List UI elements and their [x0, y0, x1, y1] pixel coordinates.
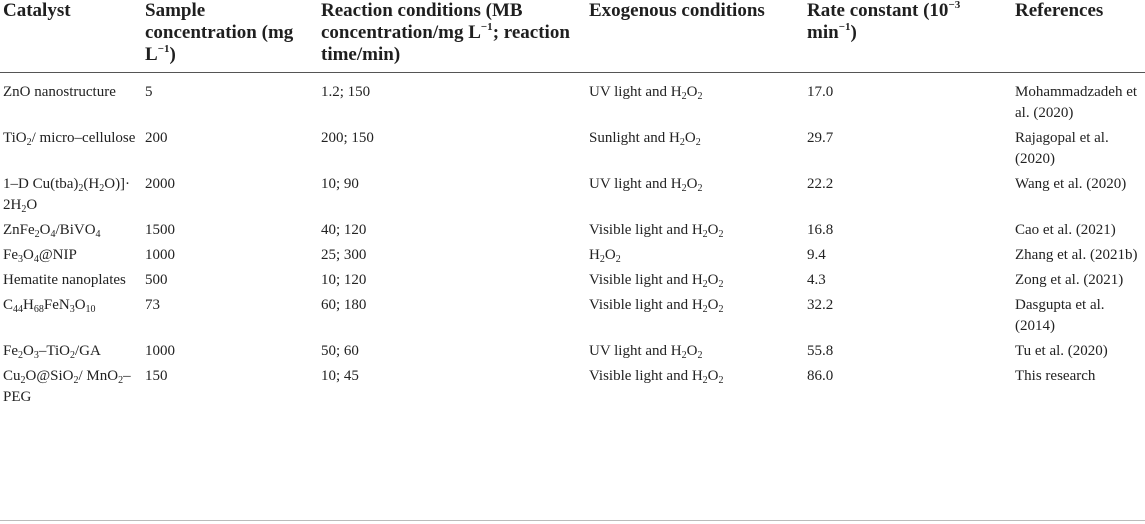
cell-reference: Dasgupta et al. (2014) — [1015, 297, 1105, 334]
cell-exogenous-conditions: Visible light and H2O2 — [589, 222, 724, 240]
cell-reaction-conditions: 40; 120 — [321, 222, 367, 238]
table-row: ZnO nanostructure 5 1.2; 150 UV light and H… — [0, 73, 1145, 129]
header-rate-constant: Rate constant (10−3 min−1) — [807, 0, 961, 43]
cell-exogenous-conditions: Visible light and H2O2 — [589, 272, 724, 290]
table-row: C44H68FeN3O10 73 60; 180 Visible light and … — [0, 295, 1145, 341]
cell-reaction-conditions: 10; 45 — [321, 368, 359, 384]
cell-rate-constant: 32.2 — [807, 297, 834, 313]
cell-sample-concentration: 1000 — [145, 247, 175, 263]
cell-rate-constant: 17.0 — [807, 84, 834, 100]
cell-catalyst: Fe2O3–TiO2/GA — [3, 343, 101, 361]
cell-catalyst: ZnFe2O4/BiVO4 — [3, 222, 101, 240]
cell-reaction-conditions: 10; 120 — [321, 272, 367, 288]
cell-rate-constant: 16.8 — [807, 222, 834, 238]
catalyst-comparison-table: Catalyst Sample concentration (mg L−1) R… — [0, 0, 1145, 412]
cell-reference: Tu et al. (2020) — [1015, 343, 1108, 359]
cell-catalyst: ZnO nanostructure — [3, 84, 116, 100]
cell-exogenous-conditions: Sunlight and H2O2 — [589, 130, 701, 148]
cell-reaction-conditions: 50; 60 — [321, 343, 359, 359]
cell-reaction-conditions: 200; 150 — [321, 130, 374, 146]
cell-catalyst: Hematite nanoplates — [3, 272, 126, 288]
cell-reference: Zhang et al. (2021b) — [1015, 247, 1138, 263]
cell-sample-concentration: 73 — [145, 297, 160, 313]
cell-sample-concentration: 1000 — [145, 343, 175, 359]
cell-rate-constant: 55.8 — [807, 343, 834, 359]
cell-reference: Rajagopal et al. (2020) — [1015, 130, 1109, 167]
cell-exogenous-conditions: H2O2 — [589, 247, 621, 265]
cell-reference: Cao et al. (2021) — [1015, 222, 1116, 238]
table-row: Fe3O4@NIP 1000 25; 300 H2O2 9.4 Zhang et al. … — [0, 245, 1145, 270]
cell-exogenous-conditions: Visible light and H2O2 — [589, 368, 724, 386]
cell-rate-constant: 29.7 — [807, 130, 834, 146]
header-catalyst: Catalyst — [3, 0, 71, 21]
cell-catalyst: Fe3O4@NIP — [3, 247, 77, 265]
cell-exogenous-conditions: Visible light and H2O2 — [589, 297, 724, 315]
table-row: Fe2O3–TiO2/GA 1000 50; 60 UV light and H2O2… — [0, 341, 1145, 366]
table-row: 1–D Cu(tba)2(H2O)]· 2H2O 2000 10; 90 UV lig… — [0, 174, 1145, 220]
cell-sample-concentration: 1500 — [145, 222, 175, 238]
table-row: Cu2O@SiO2/ MnO2–PEG 150 10; 45 Visible ligh… — [0, 366, 1145, 412]
table-bottom-rule — [0, 520, 1145, 521]
table-header-row: Catalyst Sample concentration (mg L−1) R… — [0, 0, 1145, 73]
cell-catalyst: 1–D Cu(tba)2(H2O)]· 2H2O — [3, 176, 131, 215]
cell-catalyst: TiO2/ micro–cellulose — [3, 130, 136, 148]
table-row: TiO2/ micro–cellulose 200 200; 150 Sunlight… — [0, 128, 1145, 174]
cell-sample-concentration: 150 — [145, 368, 168, 384]
cell-sample-concentration: 2000 — [145, 176, 175, 192]
cell-catalyst: C44H68FeN3O10 — [3, 297, 96, 315]
cell-rate-constant: 86.0 — [807, 368, 834, 384]
header-exogenous-conditions: Exogenous conditions — [589, 0, 765, 21]
cell-rate-constant: 22.2 — [807, 176, 834, 192]
cell-exogenous-conditions: UV light and H2O2 — [589, 176, 703, 194]
cell-catalyst: Cu2O@SiO2/ MnO2–PEG — [3, 368, 131, 405]
cell-reference: This research — [1015, 368, 1096, 384]
cell-rate-constant: 9.4 — [807, 247, 826, 263]
cell-sample-concentration: 200 — [145, 130, 168, 146]
table-row: ZnFe2O4/BiVO4 1500 40; 120 Visible light an… — [0, 220, 1145, 245]
cell-sample-concentration: 500 — [145, 272, 168, 288]
cell-exogenous-conditions: UV light and H2O2 — [589, 84, 703, 102]
cell-reaction-conditions: 1.2; 150 — [321, 84, 371, 100]
cell-rate-constant: 4.3 — [807, 272, 826, 288]
cell-reference: Wang et al. (2020) — [1015, 176, 1127, 192]
table-row: Hematite nanoplates 500 10; 120 Visible lig… — [0, 270, 1145, 295]
header-reaction-conditions: Reaction conditions (MB concentration/mg… — [321, 0, 570, 65]
cell-reference: Zong et al. (2021) — [1015, 272, 1124, 288]
cell-reaction-conditions: 10; 90 — [321, 176, 359, 192]
cell-exogenous-conditions: UV light and H2O2 — [589, 343, 703, 361]
cell-reaction-conditions: 60; 180 — [321, 297, 367, 313]
header-references: References — [1015, 0, 1104, 21]
cell-reaction-conditions: 25; 300 — [321, 247, 367, 263]
cell-reference: Mohammadzadeh et al. (2020) — [1015, 84, 1138, 121]
header-sample-concentration: Sample concentration (mg L−1) — [145, 0, 294, 65]
cell-sample-concentration: 5 — [145, 84, 153, 100]
